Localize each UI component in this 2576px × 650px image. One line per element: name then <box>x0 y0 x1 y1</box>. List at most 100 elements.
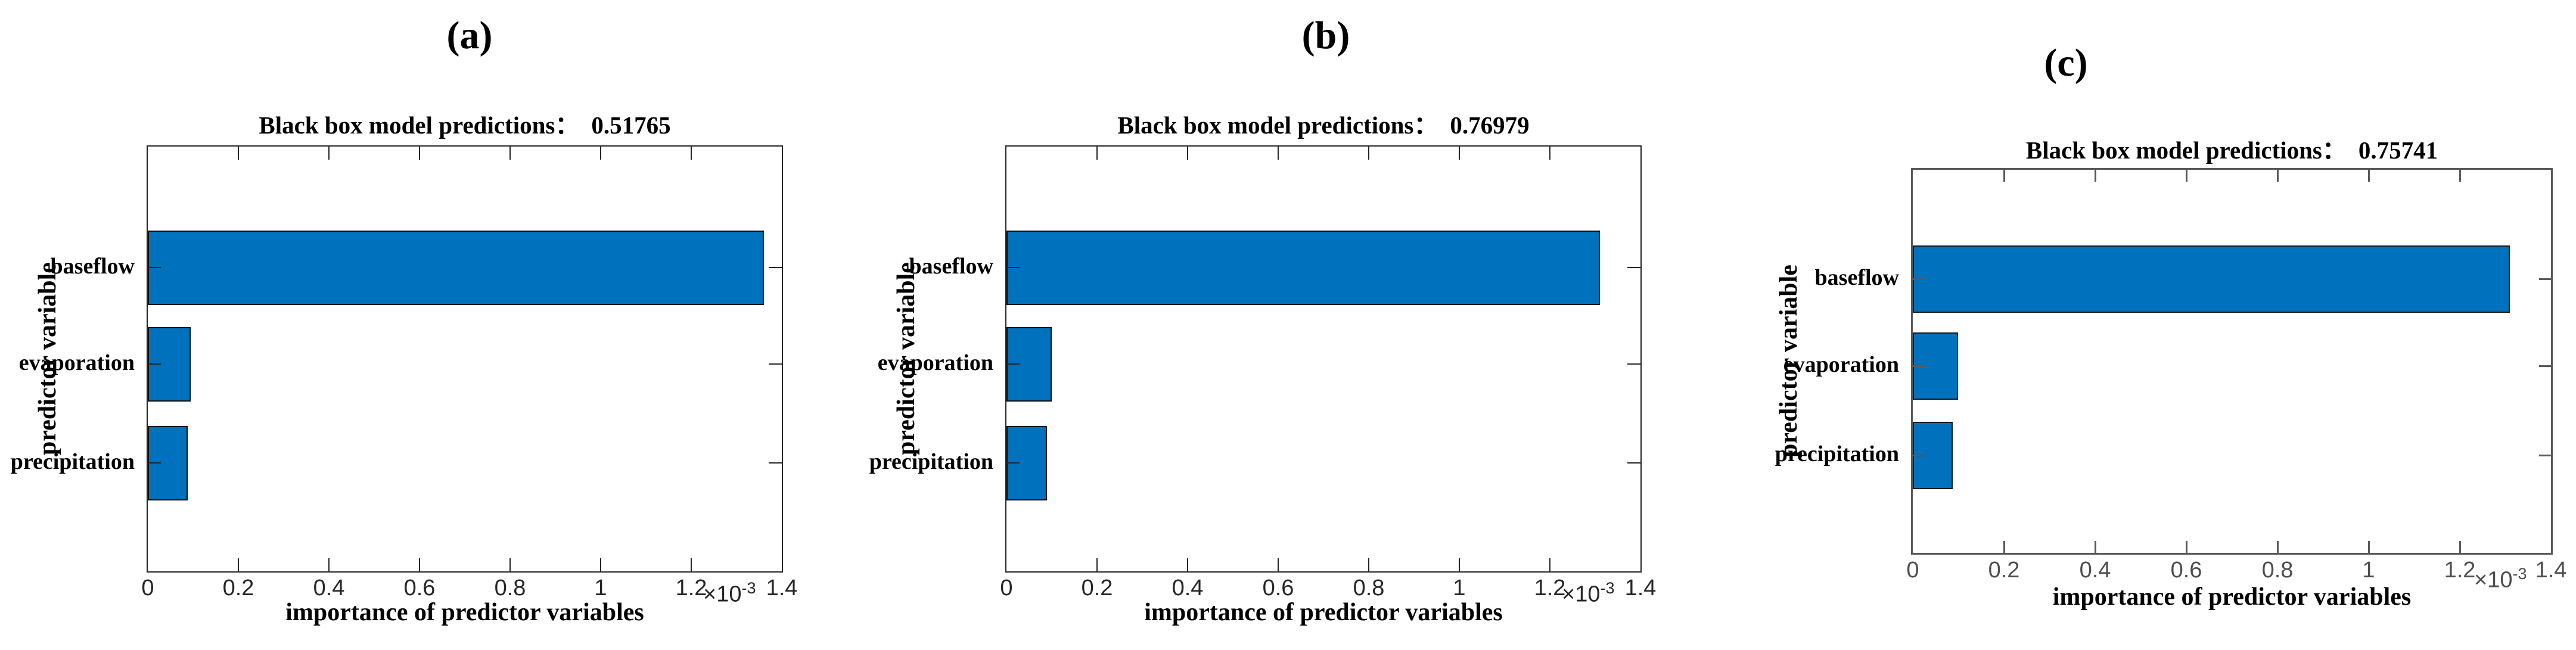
chart-title-prediction-value: 0.75741 <box>2358 136 2438 164</box>
x-tick-label: 0 <box>1906 558 1919 583</box>
plot-area <box>147 145 783 573</box>
x-tick-mark <box>1549 147 1550 160</box>
x-tick-label: 1.4 <box>2535 558 2567 583</box>
category-label-evaporation: evaporation <box>877 350 993 375</box>
x-tick-mark <box>1278 147 1279 160</box>
chart-title-text: Black box model predictions： <box>259 111 580 139</box>
x-tick-label: 0.2 <box>1988 558 2020 583</box>
y-tick-mark <box>1006 462 1020 464</box>
x-tick-label: 0.6 <box>2170 558 2202 583</box>
x-tick-label: 0.2 <box>1081 576 1113 601</box>
x-tick-mark <box>2277 170 2279 182</box>
panel-letter-a: (a) <box>446 14 493 57</box>
x-tick-mark <box>2277 541 2279 553</box>
chart-title-prediction-value: 0.76979 <box>1450 111 1530 139</box>
bar-baseflow <box>1913 245 2510 313</box>
x-axis-label: importance of predictor variables <box>2052 583 2412 611</box>
x-tick-mark <box>1187 558 1188 571</box>
bar-baseflow <box>1006 231 1600 305</box>
x-tick-mark <box>328 558 330 571</box>
x-tick-label: 0.4 <box>313 576 345 601</box>
chart-title-text: Black box model predictions： <box>2025 136 2347 164</box>
bar-baseflow <box>148 231 764 305</box>
exponent-power: -3 <box>1600 579 1615 597</box>
x-tick-mark <box>2368 541 2370 553</box>
x-tick-label: 0.4 <box>1172 576 1204 601</box>
y-tick-mark <box>1913 365 1925 367</box>
y-tick-mark <box>1006 267 1020 268</box>
x-tick-mark <box>691 147 692 160</box>
x-tick-mark <box>2459 541 2461 553</box>
panel-letter-c: (c) <box>2044 41 2088 85</box>
panel-b: (b) Black box model predictions： 0.76979 … <box>859 0 1717 650</box>
x-tick-mark <box>1459 147 1460 160</box>
chart-title: Black box model predictions： 0.75741 <box>1911 130 2553 166</box>
exponent-power: -3 <box>2512 565 2527 583</box>
x-tick-label: 1.4 <box>766 576 798 601</box>
x-tick-label: 1.2 <box>1534 576 1566 601</box>
y-tick-mark <box>2539 278 2551 280</box>
category-label-evaporation: evaporation <box>18 350 135 375</box>
category-label-evaporation: evaporation <box>1783 352 1899 377</box>
x-tick-mark <box>1368 558 1369 571</box>
x-tick-mark <box>2095 541 2096 553</box>
category-label-baseflow: baseflow <box>1814 265 1899 290</box>
x-tick-mark <box>238 558 239 571</box>
x-tick-mark <box>2003 541 2005 553</box>
exponent-power: -3 <box>741 579 756 597</box>
x-tick-mark <box>328 147 330 160</box>
x-tick-mark <box>2368 170 2370 182</box>
category-label-baseflow: baseflow <box>50 254 135 279</box>
y-tick-mark <box>769 267 782 268</box>
chart-title-prediction-value: 0.51765 <box>591 111 671 139</box>
chart-title: Black box model predictions： 0.51765 <box>147 105 783 141</box>
y-tick-mark <box>148 267 161 268</box>
y-tick-mark <box>2539 455 2551 456</box>
x-tick-mark <box>2186 541 2187 553</box>
x-tick-mark <box>419 147 420 160</box>
x-tick-label: 0.6 <box>403 576 436 601</box>
x-tick-mark <box>419 558 420 571</box>
x-tick-mark <box>691 558 692 571</box>
x-tick-label: 1.2 <box>675 576 707 601</box>
x-tick-label: 0.8 <box>494 576 526 601</box>
y-tick-mark <box>1627 267 1640 268</box>
x-axis-exponent-label: ×10-3 <box>703 579 756 608</box>
exponent-base: ×10 <box>703 581 742 607</box>
x-tick-mark <box>1096 558 1098 571</box>
y-tick-mark <box>1913 278 1925 280</box>
category-label-precipitation: precipitation <box>1775 441 1899 466</box>
plot-area <box>1911 168 2553 555</box>
y-tick-mark <box>1627 462 1640 464</box>
x-tick-mark <box>2095 170 2096 182</box>
x-tick-mark <box>1368 147 1369 160</box>
x-tick-label: 0.2 <box>222 576 254 601</box>
x-tick-label: 1 <box>1453 576 1466 601</box>
x-tick-mark <box>1278 558 1279 571</box>
x-tick-label: 1 <box>2362 558 2375 583</box>
x-tick-label: 0 <box>141 576 154 601</box>
x-tick-mark <box>1459 558 1460 571</box>
chart-title: Black box model predictions： 0.76979 <box>1005 105 1642 141</box>
x-tick-mark <box>1187 147 1188 160</box>
x-tick-mark <box>1549 558 1550 571</box>
chart-title-text: Black box model predictions： <box>1117 111 1438 139</box>
exponent-base: ×10 <box>2474 567 2513 593</box>
x-tick-mark <box>509 558 511 571</box>
x-tick-mark <box>600 558 601 571</box>
category-label-baseflow: baseflow <box>909 254 993 279</box>
x-tick-mark <box>238 147 239 160</box>
panel-a: (a) Black box model predictions： 0.51765 … <box>0 0 859 650</box>
category-label-precipitation: precipitation <box>869 449 993 474</box>
x-tick-mark <box>509 147 511 160</box>
y-tick-mark <box>148 462 161 464</box>
plot-area <box>1005 145 1642 573</box>
x-tick-mark <box>2459 170 2461 182</box>
x-tick-label: 0.8 <box>2261 558 2294 583</box>
exponent-base: ×10 <box>1562 581 1601 607</box>
panel-c: (c) Black box model predictions： 0.75741 … <box>1717 0 2576 650</box>
y-tick-mark <box>1627 363 1640 365</box>
x-axis-exponent-label: ×10-3 <box>2474 565 2527 593</box>
y-tick-mark <box>769 462 782 464</box>
